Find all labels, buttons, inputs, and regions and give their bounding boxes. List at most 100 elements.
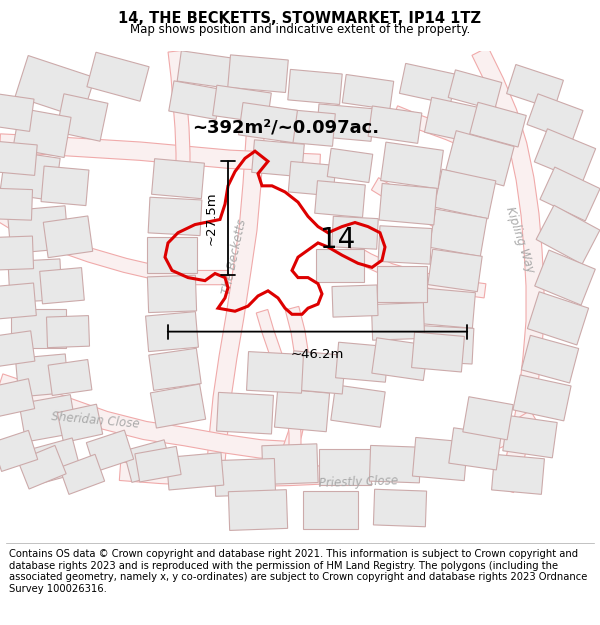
- Text: The Becketts: The Becketts: [221, 218, 250, 296]
- Text: 14: 14: [320, 226, 356, 254]
- Polygon shape: [371, 177, 482, 253]
- Polygon shape: [372, 338, 428, 381]
- Polygon shape: [252, 140, 304, 177]
- Polygon shape: [371, 302, 425, 340]
- Polygon shape: [327, 148, 373, 182]
- Polygon shape: [46, 316, 89, 348]
- Polygon shape: [0, 374, 296, 460]
- Polygon shape: [288, 69, 342, 104]
- Polygon shape: [347, 244, 486, 298]
- Polygon shape: [148, 198, 202, 236]
- Polygon shape: [166, 452, 224, 490]
- Polygon shape: [527, 292, 589, 345]
- Polygon shape: [412, 438, 467, 481]
- Text: Sheridan Close: Sheridan Close: [50, 410, 140, 431]
- Polygon shape: [119, 411, 539, 487]
- Polygon shape: [434, 169, 496, 219]
- Polygon shape: [379, 184, 437, 225]
- Polygon shape: [342, 74, 394, 109]
- Polygon shape: [332, 285, 378, 317]
- Polygon shape: [56, 94, 108, 141]
- Polygon shape: [206, 91, 267, 475]
- Polygon shape: [0, 93, 34, 131]
- Polygon shape: [446, 131, 514, 186]
- Polygon shape: [0, 208, 228, 285]
- Polygon shape: [288, 161, 336, 196]
- Polygon shape: [535, 129, 596, 182]
- Polygon shape: [448, 70, 502, 110]
- Polygon shape: [16, 354, 68, 397]
- Polygon shape: [147, 238, 197, 273]
- Polygon shape: [177, 51, 233, 88]
- Polygon shape: [148, 275, 197, 312]
- Polygon shape: [40, 268, 85, 304]
- Polygon shape: [214, 459, 275, 496]
- Text: Kipling Way: Kipling Way: [503, 205, 537, 274]
- Polygon shape: [256, 309, 301, 451]
- Polygon shape: [506, 64, 563, 109]
- Polygon shape: [368, 106, 422, 143]
- Polygon shape: [0, 134, 320, 172]
- Polygon shape: [135, 446, 181, 482]
- Polygon shape: [521, 336, 578, 383]
- Polygon shape: [152, 159, 205, 199]
- Polygon shape: [0, 141, 37, 176]
- Polygon shape: [41, 166, 89, 206]
- Text: 14, THE BECKETTS, STOWMARKET, IP14 1TZ: 14, THE BECKETTS, STOWMARKET, IP14 1TZ: [119, 11, 482, 26]
- Polygon shape: [58, 404, 103, 442]
- Polygon shape: [540, 167, 600, 221]
- Polygon shape: [491, 454, 544, 494]
- Polygon shape: [314, 181, 365, 218]
- Polygon shape: [59, 454, 104, 494]
- Polygon shape: [151, 384, 206, 428]
- Polygon shape: [13, 108, 71, 158]
- Polygon shape: [421, 288, 475, 328]
- Polygon shape: [316, 249, 364, 282]
- Polygon shape: [124, 440, 172, 483]
- Polygon shape: [43, 216, 93, 258]
- Polygon shape: [319, 449, 371, 485]
- Polygon shape: [470, 102, 526, 147]
- Polygon shape: [217, 392, 274, 434]
- Polygon shape: [0, 283, 37, 319]
- Polygon shape: [449, 428, 501, 470]
- Polygon shape: [29, 438, 81, 484]
- Text: Priestly Close: Priestly Close: [318, 474, 398, 491]
- Polygon shape: [11, 309, 65, 348]
- Polygon shape: [535, 250, 595, 305]
- Polygon shape: [428, 249, 482, 292]
- Polygon shape: [87, 52, 149, 101]
- Polygon shape: [503, 416, 557, 458]
- Polygon shape: [0, 151, 60, 201]
- Polygon shape: [8, 259, 62, 302]
- Polygon shape: [281, 109, 335, 146]
- Polygon shape: [229, 489, 287, 531]
- Polygon shape: [168, 51, 190, 179]
- Polygon shape: [149, 348, 201, 391]
- Polygon shape: [7, 206, 69, 254]
- Polygon shape: [377, 266, 427, 301]
- Polygon shape: [274, 306, 309, 474]
- Polygon shape: [331, 385, 385, 428]
- Polygon shape: [0, 188, 32, 220]
- Polygon shape: [212, 85, 271, 123]
- Polygon shape: [422, 326, 474, 364]
- Polygon shape: [335, 342, 388, 382]
- Polygon shape: [370, 446, 421, 483]
- Polygon shape: [400, 63, 457, 104]
- Polygon shape: [15, 56, 95, 118]
- Polygon shape: [86, 430, 134, 472]
- Polygon shape: [412, 332, 464, 372]
- Polygon shape: [146, 312, 199, 352]
- Polygon shape: [0, 236, 34, 270]
- Text: ~27.5m: ~27.5m: [205, 191, 218, 245]
- Text: ~392m²/~0.097ac.: ~392m²/~0.097ac.: [192, 119, 379, 137]
- Polygon shape: [513, 375, 571, 421]
- Polygon shape: [316, 104, 374, 141]
- Polygon shape: [392, 106, 498, 162]
- Polygon shape: [0, 379, 35, 417]
- Polygon shape: [463, 397, 513, 440]
- Polygon shape: [332, 216, 378, 249]
- Polygon shape: [302, 491, 358, 529]
- Polygon shape: [239, 102, 298, 142]
